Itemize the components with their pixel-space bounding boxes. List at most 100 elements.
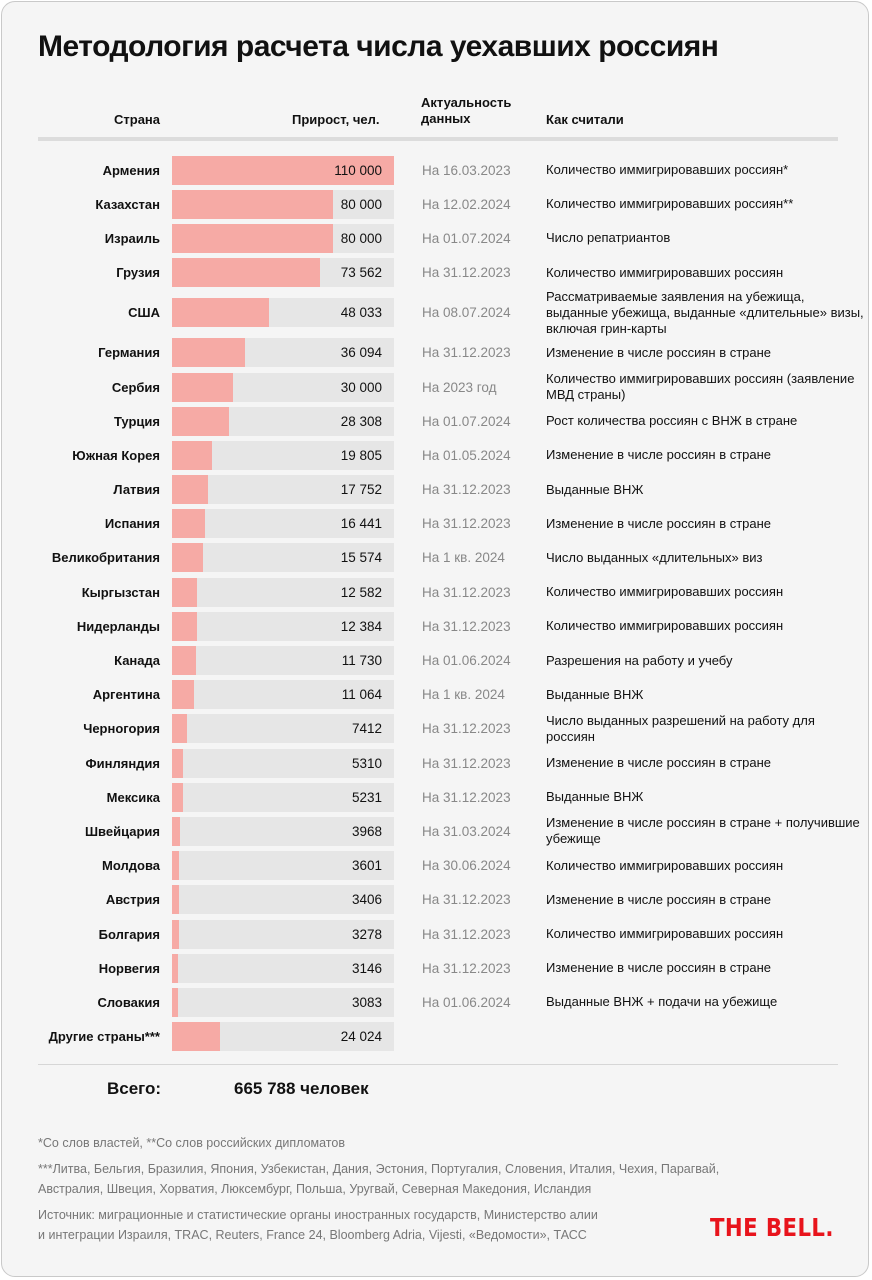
method-label: Изменение в числе россиян в стране + пол… [546,815,860,847]
method-label: Изменение в числе россиян в стране [546,960,772,976]
method-label: Число репатриантов [546,230,671,246]
value-label: 80 000 [340,230,382,246]
bar [172,372,233,402]
bar-track: 12 582 [172,577,394,607]
value-label: 24 024 [340,1029,382,1045]
date-label: На 30.06.2024 [422,858,511,874]
table-row: США 48 033 На 08.07.2024 Рассматриваемые за… [2,288,872,336]
bar [172,189,334,219]
total-value: 665 788 человек [234,1079,369,1098]
bar [172,953,179,983]
country-label: Казахстан [95,196,160,212]
footnote-1: *Со слов властей, **Со слов российских д… [38,1136,345,1150]
table-row: Аргентина 11 064 На 1 кв. 2024 Выданные ВНЖ [2,678,872,712]
method-label: Количество иммигрировавших россиян [546,584,784,600]
date-label: На 1 кв. 2024 [422,687,505,703]
table-row: Швейцария 3968 На 31.03.2024 Изменение в чи… [2,814,872,848]
header-date: Актуальность данных [421,95,511,127]
table-row: Армения 110 000 На 16.03.2023 Количество им… [2,153,872,187]
bar [172,298,269,328]
bar-track: 3601 [172,851,394,881]
method-label: Изменение в числе россиян в стране [546,447,772,463]
table-row: Канада 11 730 На 01.06.2024 Разрешения на р… [2,643,872,677]
date-label: На 31.03.2024 [422,823,511,839]
date-label: На 31.12.2023 [422,960,511,976]
method-label: Рассматриваемые заявления на убежища, вы… [546,288,864,336]
date-label: На 12.02.2024 [422,196,511,212]
data-rows: Армения 110 000 На 16.03.2023 Количество им… [2,153,872,1054]
date-label: На 08.07.2024 [422,305,511,321]
date-label: На 31.12.2023 [422,755,511,771]
bar-track: 24 024 [172,1022,394,1052]
table-row: Южная Корея 19 805 На 01.05.2024 Изменение … [2,438,872,472]
country-label: Болгария [98,926,160,942]
table-row: Казахстан 80 000 На 12.02.2024 Количество и… [2,187,872,221]
country-label: Мексика [106,789,160,805]
value-label: 3278 [351,926,382,942]
date-label: На 31.12.2023 [422,926,511,942]
bar [172,509,206,539]
value-label: 19 805 [340,447,382,463]
date-label: На 31.12.2023 [422,584,511,600]
bar-track: 5231 [172,782,394,812]
value-label: 12 384 [340,618,382,634]
header-date-line1: Актуальность [421,95,512,110]
value-label: 110 000 [334,162,382,178]
source-line2: и интеграции Израиля, TRAC, Reuters, Fra… [38,1228,587,1242]
date-label: На 31.12.2023 [422,516,511,532]
table-row: Турция 28 308 На 01.07.2024 Рост количества… [2,404,872,438]
header-country: Страна [114,112,161,127]
country-label: Молдова [102,858,160,874]
bar [172,885,179,915]
bar [172,646,196,676]
method-label: Разрешения на работу и учебу [546,652,733,668]
bar-track: 12 384 [172,611,394,641]
bar-track: 28 308 [172,406,394,436]
bar-track: 5310 [172,748,394,778]
date-label: На 31.12.2023 [422,265,511,281]
date-label: На 01.06.2024 [422,653,511,669]
bar-track: 3278 [172,919,394,949]
value-label: 80 000 [340,196,382,212]
total-divider [38,1064,838,1065]
table-row: Другие страны*** 24 024 [2,1020,872,1054]
value-label: 48 033 [340,305,382,321]
date-label: На 01.07.2024 [422,413,511,429]
country-label: Германия [98,345,160,361]
bar-track: 15 574 [172,543,394,573]
method-label: Изменение в числе россиян в стране [546,891,772,907]
method-label: Количество иммигрировавших россиян [546,926,784,942]
bar [172,155,394,185]
country-label: Южная Корея [72,447,160,463]
table-row: Болгария 3278 На 31.12.2023 Количество имми… [2,917,872,951]
country-label: Аргентина [92,687,160,703]
table-row: Германия 36 094 На 31.12.2023 Изменение в ч… [2,336,872,370]
bar-track: 80 000 [172,223,394,253]
date-label: На 31.12.2023 [422,789,511,805]
value-label: 5231 [351,789,382,805]
bar [172,258,321,288]
country-label: Израиль [104,230,160,246]
date-label: На 31.12.2023 [422,618,511,634]
country-label: Швейцария [84,823,160,839]
bar [172,748,183,778]
table-row: Норвегия 3146 На 31.12.2023 Изменение в чис… [2,951,872,985]
header-method: Как считали [546,112,624,127]
table-row: Мексика 5231 На 31.12.2023 Выданные ВНЖ [2,780,872,814]
bar [172,816,180,846]
bar [172,851,180,881]
header-date-line2: данных [421,111,471,126]
bar-track: 11 730 [172,646,394,676]
method-label: Количество иммигрировавших россиян [546,618,784,634]
date-label: На 16.03.2023 [422,162,511,178]
method-label: Количество иммигрировавших россиян (заяв… [546,371,855,403]
country-label: Латвия [113,482,160,498]
bar [172,782,183,812]
value-label: 16 441 [340,516,382,532]
method-label: Количество иммигрировавших россиян** [546,196,794,212]
method-label: Выданные ВНЖ [546,481,644,497]
country-label: Великобритания [51,550,160,566]
bar-track: 3083 [172,987,394,1017]
value-label: 11 064 [341,687,382,703]
country-label: Испания [104,516,160,532]
